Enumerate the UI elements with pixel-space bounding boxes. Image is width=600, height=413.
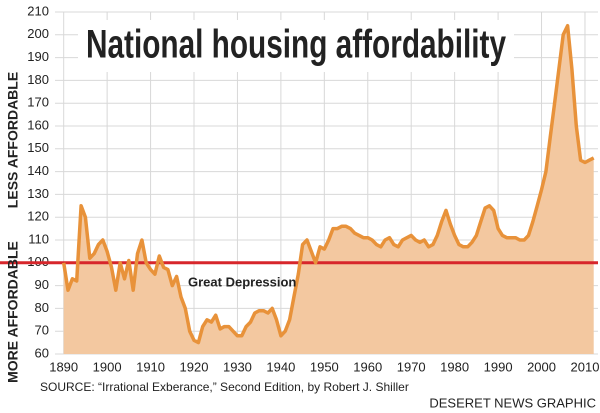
x-tick-label: 1980 bbox=[440, 359, 469, 374]
y-tick-label: 190 bbox=[27, 49, 49, 64]
area bbox=[63, 25, 594, 354]
line bbox=[61, 23, 595, 345]
x-tick-label: 1890 bbox=[49, 359, 78, 374]
title-box bbox=[78, 20, 514, 72]
x-tick-label: 1900 bbox=[93, 359, 122, 374]
x-tick-label: 2000 bbox=[527, 359, 556, 374]
x-tick-label: 1930 bbox=[223, 359, 252, 374]
y-tick-label: 80 bbox=[35, 300, 49, 315]
y-tick-label: 210 bbox=[27, 3, 49, 18]
y-tick-label: 180 bbox=[27, 72, 49, 87]
y-tick-label: 160 bbox=[27, 117, 49, 132]
x-tick-label: 1920 bbox=[180, 359, 209, 374]
chart-title: National housing affordability bbox=[86, 23, 507, 67]
y-tick-label: 130 bbox=[27, 186, 49, 201]
x-tick-label: 1940 bbox=[266, 359, 295, 374]
x-tick-label: 1960 bbox=[353, 359, 382, 374]
annotation: Great Depression bbox=[188, 274, 296, 289]
y-annotation: LESS AFFORDABLE bbox=[5, 72, 21, 208]
y-tick-label: 110 bbox=[28, 231, 49, 246]
source: SOURCE: “Irrational Exberance,” Second E… bbox=[40, 380, 409, 394]
x-tick-label: 1910 bbox=[136, 359, 165, 374]
x-tick-label: 1990 bbox=[484, 359, 513, 374]
y-tick-label: 150 bbox=[27, 140, 49, 155]
y-tick-label: 200 bbox=[27, 26, 49, 41]
y-tick-label: 90 bbox=[35, 277, 49, 292]
x-tick-label: 2010 bbox=[571, 359, 600, 374]
x-tick-label: 1970 bbox=[397, 359, 426, 374]
x-tick-label: 1950 bbox=[310, 359, 339, 374]
y-tick-label: 120 bbox=[27, 209, 49, 224]
credit: DESERET NEWS GRAPHIC bbox=[429, 395, 596, 410]
y-tick-label: 140 bbox=[27, 163, 49, 178]
y-tick-label: 170 bbox=[27, 95, 49, 110]
y-tick-label: 60 bbox=[35, 345, 49, 360]
y-annotation: MORE AFFORDABLE bbox=[5, 241, 21, 383]
y-tick-label: 70 bbox=[35, 323, 49, 338]
